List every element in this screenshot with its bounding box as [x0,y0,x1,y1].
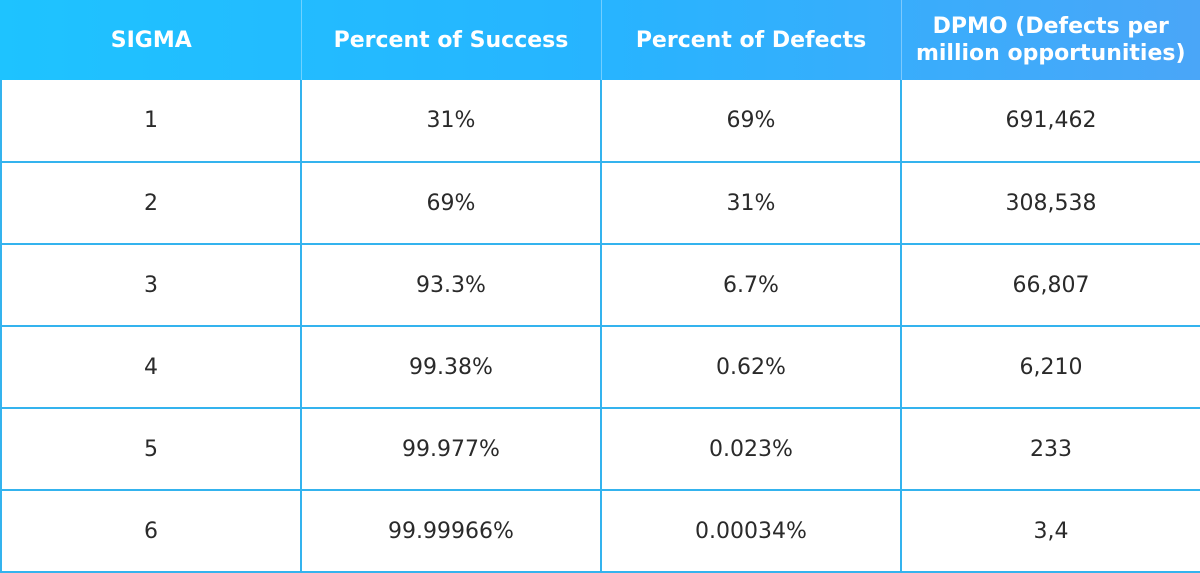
cell-sigma: 3 [0,243,302,327]
cell-percent-defects: 0.62% [600,325,902,409]
table-row: 4 99.38% 0.62% 6,210 [0,325,1200,409]
cell-percent-success: 93.3% [300,243,602,327]
header-dpmo: DPMO (Defects per million opportunities) [900,0,1200,80]
cell-sigma: 1 [0,80,302,163]
cell-sigma: 5 [0,407,302,491]
cell-percent-success: 99.38% [300,325,602,409]
table-row: 3 93.3% 6.7% 66,807 [0,243,1200,327]
cell-dpmo: 6,210 [900,325,1200,409]
cell-percent-success: 69% [300,161,602,245]
cell-dpmo: 233 [900,407,1200,491]
cell-dpmo: 691,462 [900,80,1200,163]
table-row: 5 99.977% 0.023% 233 [0,407,1200,491]
cell-percent-defects: 0.023% [600,407,902,491]
cell-dpmo: 308,538 [900,161,1200,245]
table-header: SIGMA Percent of Success Percent of Defe… [0,0,1200,80]
header-row: SIGMA Percent of Success Percent of Defe… [0,0,1200,80]
cell-sigma: 2 [0,161,302,245]
cell-percent-success: 99.99966% [300,489,602,573]
cell-sigma: 4 [0,325,302,409]
cell-percent-success: 31% [300,80,602,163]
table-row: 1 31% 69% 691,462 [0,80,1200,163]
table-row: 2 69% 31% 308,538 [0,161,1200,245]
table-row: 6 99.99966% 0.00034% 3,4 [0,489,1200,573]
cell-sigma: 6 [0,489,302,573]
cell-dpmo: 66,807 [900,243,1200,327]
cell-percent-defects: 31% [600,161,902,245]
table-body: 1 31% 69% 691,462 2 69% 31% 308,538 3 93… [0,80,1200,573]
cell-dpmo: 3,4 [900,489,1200,573]
header-percent-success: Percent of Success [300,0,602,80]
cell-percent-defects: 6.7% [600,243,902,327]
cell-percent-defects: 69% [600,80,902,163]
cell-percent-success: 99.977% [300,407,602,491]
cell-percent-defects: 0.00034% [600,489,902,573]
header-percent-defects: Percent of Defects [600,0,902,80]
header-sigma: SIGMA [0,0,302,80]
